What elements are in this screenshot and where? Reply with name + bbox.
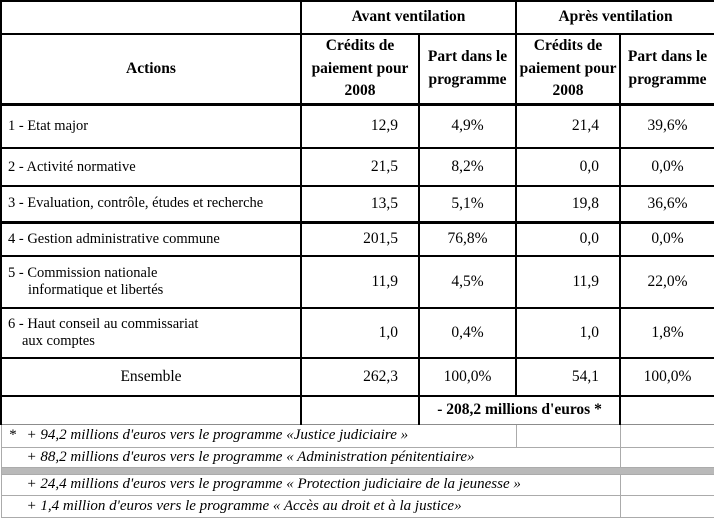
footnote-row: + 24,4 millions d'euros vers le programm… (0, 473, 714, 496)
separator-band (0, 467, 714, 474)
apres-part-value: 39,6% (619, 103, 714, 149)
avant-part-value: 4,5% (417, 255, 518, 309)
footnote-text-cell: * + 94,2 millions d'euros vers le progra… (0, 423, 517, 448)
table-row-activite-normative: 2 - Activité normative 21,5 8,2% 0,0 0,0… (0, 147, 714, 187)
footnote-marker: * (8, 427, 17, 443)
action-label: 3 - Evaluation, contrôle, études et rech… (0, 185, 302, 223)
action-label: 1 - Etat major (0, 103, 302, 149)
apres-part-value: 22,0% (619, 255, 714, 309)
footnote-text-cell: + 88,2 millions d'euros vers le programm… (0, 446, 621, 468)
header-avant-ventilation: Avant ventilation (299, 0, 518, 35)
avant-cp-value: 21,5 (300, 147, 420, 187)
avant-cp-value: 1,0 (300, 307, 420, 359)
apres-part-value: 36,6% (619, 185, 714, 223)
column-header-row: Actions Crédits de paiement pour 2008 Pa… (0, 33, 714, 106)
footnote-row: + 88,2 millions d'euros vers le programm… (0, 446, 714, 468)
footnote-text-cell: + 1,4 million d'euros vers le programme … (0, 494, 621, 518)
apres-cp-value: 0,0 (515, 220, 622, 257)
avant-part-value: 0,4% (417, 307, 518, 359)
header-part-avant: Part dans le programme (417, 33, 518, 106)
header-actions: Actions (0, 33, 302, 106)
avant-cp-value: 12,9 (300, 103, 420, 149)
total-avant-part: 100,0% (417, 357, 518, 397)
empty-cell (619, 446, 714, 468)
apres-cp-value: 0,0 (515, 147, 622, 187)
empty-cell (300, 396, 420, 425)
avant-part-value: 4,9% (417, 103, 518, 149)
empty-cell (619, 473, 714, 496)
table-row-evaluation-controle: 3 - Evaluation, contrôle, études et rech… (0, 185, 714, 223)
footnote-text-cell: + 24,4 millions d'euros vers le programm… (0, 473, 621, 496)
apres-cp-value: 19,8 (515, 185, 622, 223)
action-label: 6 - Haut conseil au commissariat aux com… (0, 307, 302, 359)
transfer-note-row: - 208,2 millions d'euros * (0, 396, 714, 425)
header-credits-avant: Crédits de paiement pour 2008 (300, 33, 420, 106)
header-credits-apres: Crédits de paiement pour 2008 (515, 33, 622, 106)
avant-cp-value: 11,9 (300, 255, 420, 309)
total-apres-cp: 54,1 (515, 357, 622, 397)
avant-cp-value: 201,5 (300, 220, 420, 257)
separator-band-row (0, 467, 714, 474)
empty-cell (619, 396, 714, 425)
footnote-text: + 88,2 millions d'euros vers le programm… (26, 448, 475, 465)
avant-part-value: 76,8% (417, 220, 518, 257)
total-row: Ensemble 262,3 100,0% 54,1 100,0% (0, 357, 714, 397)
apres-cp-value: 11,9 (515, 255, 622, 309)
apres-cp-value: 21,4 (515, 103, 622, 149)
footnote-row: * + 94,2 millions d'euros vers le progra… (0, 423, 714, 448)
table-row-etat-major: 1 - Etat major 12,9 4,9% 21,4 39,6% (0, 103, 714, 149)
table-row-gestion-administrative: 4 - Gestion administrative commune 201,5… (0, 220, 714, 257)
empty-cell (619, 494, 714, 518)
corner-empty-cell (0, 0, 302, 35)
table-row-haut-conseil: 6 - Haut conseil au commissariat aux com… (0, 307, 714, 359)
empty-cell (619, 423, 714, 448)
header-apres-ventilation: Après ventilation (515, 0, 714, 35)
apres-part-value: 0,0% (619, 147, 714, 187)
footnote-text: + 1,4 million d'euros vers le programme … (26, 497, 462, 514)
table-row-commission-nationale: 5 - Commission nationale informatique et… (0, 255, 714, 309)
action-label: 5 - Commission nationale informatique et… (0, 255, 302, 309)
empty-cell (515, 423, 621, 448)
total-apres-part: 100,0% (619, 357, 714, 397)
action-label: 4 - Gestion administrative commune (0, 220, 302, 257)
total-label: Ensemble (0, 357, 302, 397)
avant-part-value: 5,1% (417, 185, 518, 223)
apres-cp-value: 1,0 (515, 307, 622, 359)
action-label: 2 - Activité normative (0, 147, 302, 187)
apres-part-value: 1,8% (619, 307, 714, 359)
footnote-text: + 24,4 millions d'euros vers le programm… (26, 476, 521, 492)
footnote-row: + 1,4 million d'euros vers le programme … (0, 494, 714, 518)
transfer-note: - 208,2 millions d'euros * (417, 396, 622, 425)
avant-part-value: 8,2% (417, 147, 518, 187)
group-header-row: Avant ventilation Après ventilation (0, 0, 714, 35)
apres-part-value: 0,0% (619, 220, 714, 257)
total-avant-cp: 262,3 (300, 357, 420, 397)
avant-cp-value: 13,5 (300, 185, 420, 223)
empty-cell (0, 396, 302, 425)
footnote-text: + 94,2 millions d'euros vers le programm… (26, 427, 409, 443)
header-part-apres: Part dans le programme (619, 33, 714, 106)
